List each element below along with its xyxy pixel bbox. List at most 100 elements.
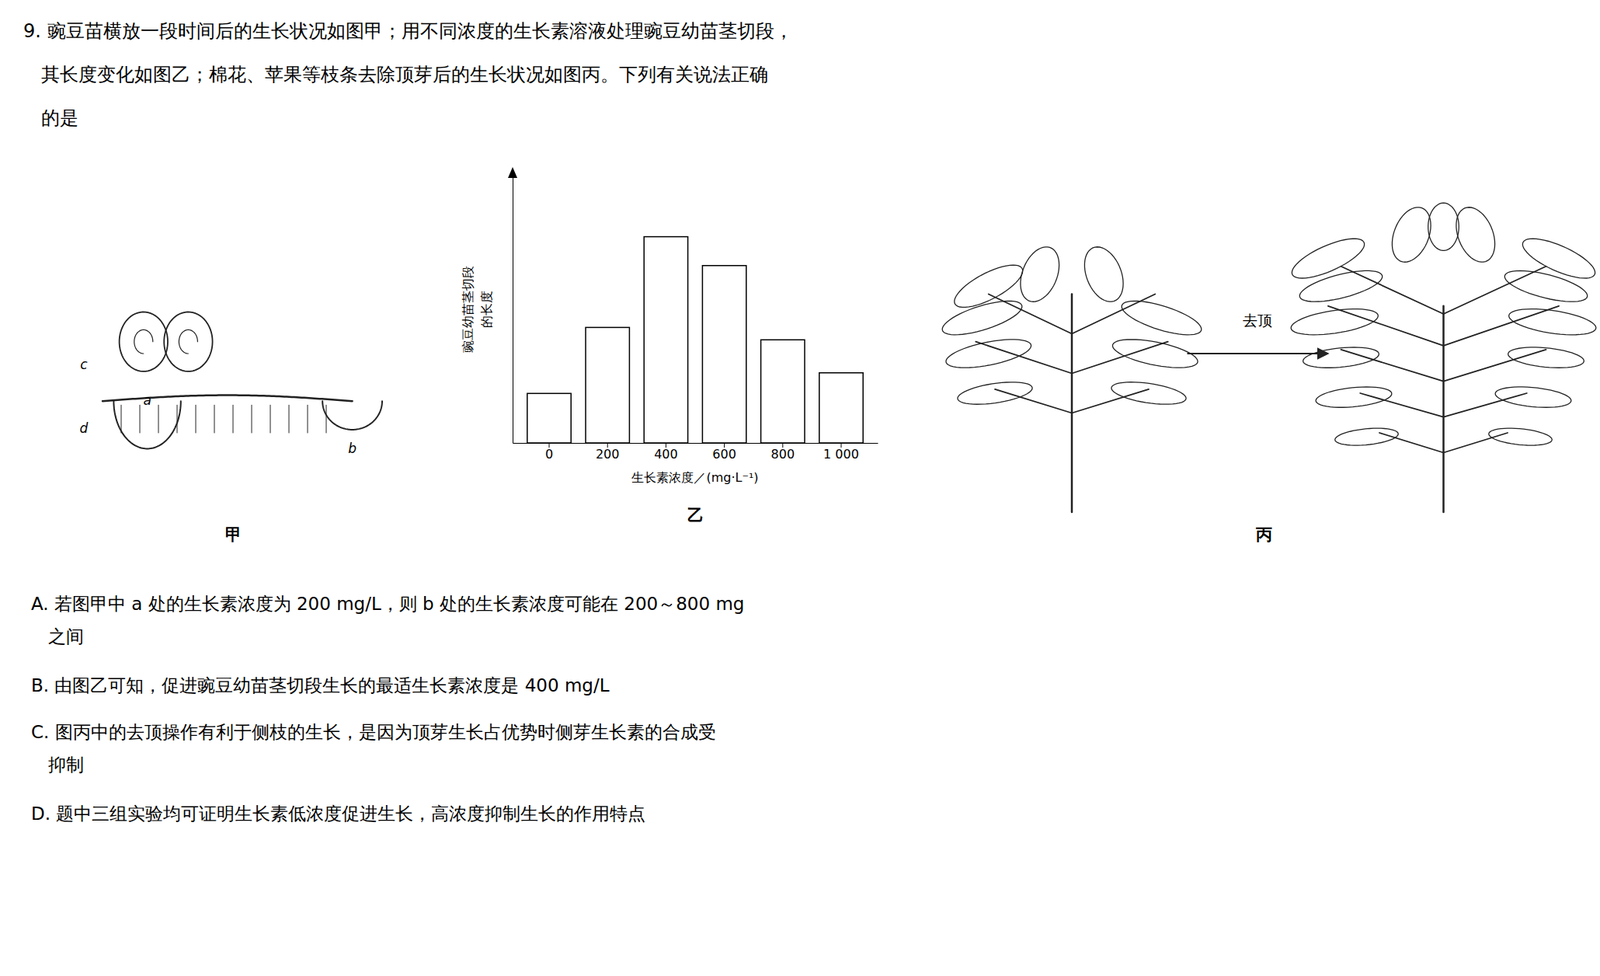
text-line: D. 题中三组实验均可证明生长素低浓度促进生长，高浓度抑制生长的作用特点 [31, 803, 646, 824]
bar [585, 326, 630, 443]
illustration-stroke [322, 400, 383, 430]
illustration-stroke [1341, 266, 1444, 314]
illustration-stroke [946, 339, 1032, 368]
y-axis-title: 豌豆幼苗茎切段的长度 [460, 265, 494, 353]
illustration-stroke [307, 404, 309, 433]
illustration-stroke [1071, 294, 1074, 513]
illustration-stroke [1360, 393, 1444, 418]
illustration-stroke [270, 404, 272, 433]
illustration-stroke [163, 311, 213, 371]
illustration-stroke [1509, 309, 1597, 335]
annotation: A. 若图甲中 a 处的生长素浓度为 200 mg/L，则 b 处的生长素浓度可… [31, 593, 745, 647]
text-line: 甲 [225, 525, 242, 544]
annotation: B. 由图乙可知，促进豌豆幼苗茎切段生长的最适生长素浓度是 400 mg/L [31, 674, 610, 696]
text-line: B. 由图乙可知，促进豌豆幼苗茎切段生长的最适生长素浓度是 400 mg/L [31, 674, 610, 696]
x-tick-label: 200 [595, 446, 620, 462]
x-axis-line [513, 442, 879, 444]
annotation: 去顶 [1242, 311, 1273, 329]
illustration-stroke [1443, 393, 1527, 418]
illustration-stroke [113, 400, 181, 449]
illustration-stroke [1443, 306, 1560, 346]
text-line: 丙 [1255, 525, 1273, 544]
illustration-stroke [1071, 294, 1155, 334]
illustration-stroke [177, 404, 178, 433]
illustration-stroke [988, 294, 1072, 334]
bar [643, 236, 688, 443]
illustration-stroke [1112, 339, 1198, 368]
x-axis-title: 生长素浓度／(mg·L⁻¹) [631, 469, 759, 485]
annotation: 丙 [1255, 525, 1273, 544]
illustration-stroke [251, 404, 253, 433]
illustration-stroke [1443, 432, 1509, 453]
illustration-stroke [1495, 386, 1572, 407]
x-tick: 400 [653, 442, 679, 462]
illustration-stroke [1071, 341, 1169, 374]
x-tick: 1 000 [823, 442, 860, 462]
annotation: D. 题中三组实验均可证明生长素低浓度促进生长，高浓度抑制生长的作用特点 [31, 803, 646, 824]
annotation: b [347, 440, 357, 456]
x-tick: 800 [771, 442, 796, 462]
illustration-stroke [121, 404, 122, 433]
text-line: 抑制 [31, 754, 84, 775]
bar-chart: 0 200 400 600 800 1 000 生长素浓度／(mg·L⁻¹) 豌豆幼苗茎切段的… [460, 166, 879, 485]
illustration-stroke [178, 329, 198, 354]
illustration-stroke [1504, 270, 1587, 302]
illustration-stroke [326, 404, 327, 433]
illustration-arrow [1187, 352, 1329, 355]
illustration-stroke [1084, 246, 1124, 302]
illustration-stroke [1443, 349, 1547, 382]
text-line: 的长度 [479, 290, 494, 328]
illustration-stroke [195, 404, 197, 433]
x-tick-label: 400 [653, 446, 679, 462]
text-line: 去顶 [1242, 311, 1273, 329]
bar [527, 393, 571, 443]
text-line: c [80, 356, 88, 373]
annotation: a [142, 392, 151, 408]
figure: 9. 豌豆苗横放一段时间后的生长状况如图甲；用不同浓度的生长素溶液处理豌豆幼苗茎… [0, 0, 1600, 976]
illustration-stroke [214, 404, 216, 433]
illustration-stroke [134, 329, 154, 354]
illustration-stroke [1121, 300, 1202, 334]
text-line: A. 若图甲中 a 处的生长素浓度为 200 mg/L，则 b 处的生长素浓度可… [31, 593, 745, 614]
text-line: 的是 [23, 107, 79, 129]
bar [819, 372, 863, 443]
bar [761, 339, 805, 443]
illustration-stroke [975, 341, 1072, 374]
illustration-stroke [1456, 207, 1496, 262]
illustration-stroke [1488, 427, 1552, 446]
illustration-stroke [1335, 427, 1399, 446]
plot-area [527, 236, 863, 443]
illustration-stroke [1442, 306, 1445, 512]
x-tick: 600 [712, 442, 737, 462]
illustration-stroke [1391, 207, 1431, 262]
illustration-stroke [1508, 347, 1585, 368]
y-axis-arrow [507, 166, 518, 178]
title: 9. 豌豆苗横放一段时间后的生长状况如图甲；用不同浓度的生长素溶液处理豌豆幼苗茎… [23, 20, 794, 129]
x-axis: 0 200 400 600 800 1 000 [513, 442, 879, 462]
x-tick-label: 800 [771, 446, 796, 462]
y-axis-line [512, 175, 514, 444]
x-tick: 200 [595, 442, 620, 462]
x-tick-label: 0 [545, 446, 554, 462]
x-tick: 0 [545, 442, 554, 462]
annotation: 甲 [225, 525, 242, 544]
illustration-stroke [1379, 432, 1444, 453]
illustration-stroke [158, 404, 160, 433]
illustration-stroke [1290, 309, 1378, 335]
illustration-stroke [233, 404, 234, 433]
illustration-bing [942, 202, 1597, 512]
text-line: 9. 豌豆苗横放一段时间后的生长状况如图甲；用不同浓度的生长素溶液处理豌豆幼苗茎… [23, 20, 794, 42]
illustration-stroke [119, 311, 168, 371]
illustration-stroke [1111, 382, 1187, 404]
illustration-stroke [1299, 270, 1382, 302]
illustration-stroke [1443, 266, 1547, 314]
text-line: 之间 [31, 626, 84, 647]
text-line: 其长度变化如图乙；棉花、苹果等枝条去除顶芽后的生长状况如图丙。下列有关说法正确 [23, 63, 769, 86]
x-tick-label: 600 [712, 446, 737, 462]
annotation: C. 图丙中的去顶操作有利于侧枝的生长，是因为顶芽生长占优势时侧芽生长素的合成受… [31, 721, 717, 775]
annotation: 乙 [687, 505, 704, 525]
text-line: d [80, 420, 89, 436]
illustration-stroke [102, 395, 353, 402]
illustration-stroke [139, 404, 141, 433]
illustration-stroke [1328, 306, 1444, 346]
